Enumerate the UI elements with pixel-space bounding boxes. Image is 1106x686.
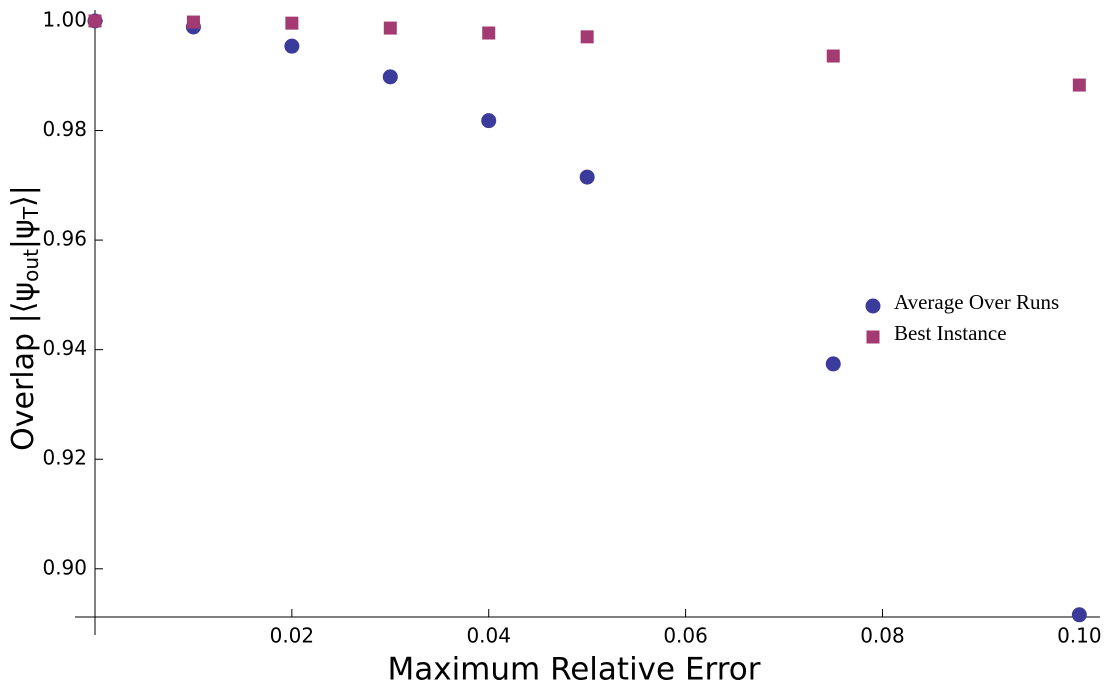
y-label-text: |ψ — [6, 219, 41, 249]
point — [481, 113, 497, 129]
x-tick-label: 0.10 — [1057, 624, 1102, 648]
y-tick-label: 0.92 — [42, 446, 87, 470]
point — [825, 356, 841, 372]
y-tick-label: 1.00 — [42, 7, 87, 31]
legend-marker — [866, 330, 880, 344]
legend-marker — [865, 298, 881, 314]
x-tick-label: 0.06 — [663, 624, 708, 648]
y-label-text: Overlap |⟨ψ — [6, 282, 41, 451]
x-tick-label: 0.04 — [466, 624, 511, 648]
y-tick-label: 0.94 — [42, 336, 87, 360]
point — [579, 169, 595, 185]
point — [482, 26, 496, 40]
point — [186, 15, 200, 29]
point — [382, 69, 398, 85]
x-axis-label: Maximum Relative Error — [387, 652, 760, 686]
y-label-text: ⟩| — [6, 185, 41, 207]
y-tick-label: 0.98 — [42, 117, 87, 141]
point — [285, 16, 299, 30]
point — [1071, 607, 1087, 623]
x-tick-label: 0.02 — [270, 624, 315, 648]
point — [284, 38, 300, 54]
y-tick-label: 0.96 — [42, 227, 87, 251]
point — [88, 14, 102, 28]
y-label-subscript: out — [19, 249, 43, 282]
y-tick-label: 0.90 — [42, 555, 87, 579]
y-label-subscript: T — [19, 206, 43, 220]
point — [826, 49, 840, 63]
point — [1072, 78, 1086, 92]
legend-label: Best Instance — [894, 321, 1007, 345]
y-axis-label: Overlap |⟨ψout|ψT⟩| — [6, 185, 43, 451]
legend-label: Average Over Runs — [894, 290, 1059, 314]
point — [580, 30, 594, 44]
x-tick-label: 0.08 — [860, 624, 905, 648]
point — [383, 21, 397, 35]
